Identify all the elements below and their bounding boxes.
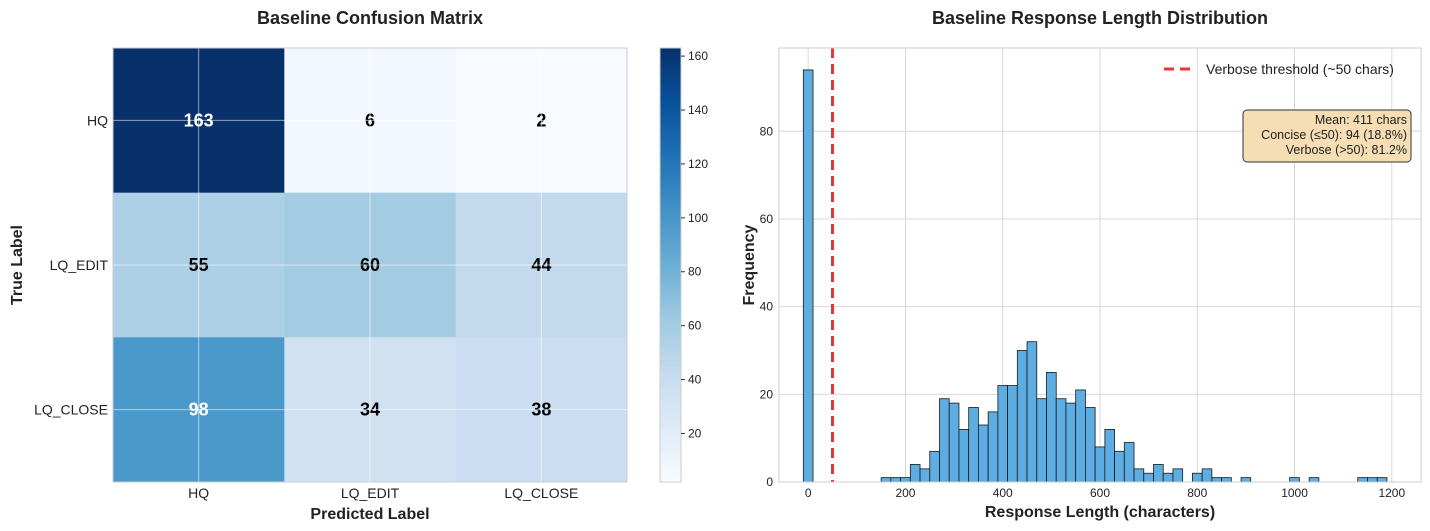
hist-bar [1308, 477, 1320, 483]
cm-title: Baseline Confusion Matrix [257, 8, 483, 28]
hist-x-tick-label: 1000 [1281, 486, 1308, 500]
cm-y-tick-label: LQ_EDIT [50, 257, 109, 273]
stats-box-bg [1242, 109, 1412, 163]
stats-verbose: Verbose (>50): 81.2% [1286, 143, 1407, 157]
cm-y-tick-label: HQ [87, 112, 108, 128]
cm-x-tick-label: HQ [188, 485, 209, 501]
colorbar-ticks: 20 40 60 80 100 120 140 160 [681, 49, 708, 440]
hist-y-tick-label: 20 [760, 387, 774, 401]
hist-frame [778, 47, 1422, 483]
hist-bar [919, 468, 931, 483]
hist-bar [1085, 407, 1096, 483]
colorbar-tick-label: 60 [688, 319, 702, 333]
hist-bar [890, 477, 901, 483]
cm-x-tick-label: LQ_EDIT [341, 485, 400, 501]
hist-y-tick-label: 0 [766, 475, 773, 489]
hist-bar [880, 477, 892, 483]
hist-bar [1026, 341, 1038, 483]
hist-x-tick-label: 200 [895, 486, 915, 500]
hist-x-tick-label: 800 [1187, 486, 1207, 500]
hist-bar [958, 428, 970, 483]
hist-x-tick-label: 600 [1090, 486, 1110, 500]
hist-bar [1075, 389, 1086, 483]
hist-bar [1065, 402, 1077, 483]
hist-bar [1201, 468, 1213, 483]
hist-bar [909, 464, 921, 483]
hist-bar [900, 477, 911, 483]
hist-bar [1133, 468, 1145, 483]
cm-x-tick-label: LQ_CLOSE [504, 485, 578, 501]
hist-bar [1367, 477, 1378, 483]
hist-y-tick-label: 40 [760, 300, 774, 314]
colorbar [659, 47, 682, 483]
colorbar-tick-label: 20 [688, 426, 702, 440]
legend-label: Verbose threshold (~50 chars) [1206, 61, 1394, 77]
cm-y-tick-label: LQ_CLOSE [34, 402, 108, 418]
hist-x-ticks: 0 200 400 600 800 1000 1200 [805, 486, 1406, 500]
hist-bar [1123, 442, 1135, 483]
hist-bar [1240, 477, 1252, 483]
hist-bar [1172, 468, 1184, 483]
cm-x-label: Predicted Label [310, 506, 429, 523]
hist-bar [802, 69, 814, 483]
hist-bar [1211, 477, 1222, 483]
cm-frame [112, 47, 628, 483]
hist-x-tick-label: 400 [993, 486, 1013, 500]
colorbar-tick-label: 120 [688, 157, 708, 171]
hist-bar [978, 424, 989, 483]
hist-bar [1114, 450, 1125, 483]
colorbar-tick-label: 160 [688, 49, 708, 63]
hist-y-tick-label: 60 [760, 212, 774, 226]
hist-bar [1055, 398, 1067, 483]
hist-bar [1221, 477, 1232, 483]
hist-bar [1094, 446, 1106, 483]
hist-bar [1162, 472, 1174, 483]
colorbar-tick-label: 80 [688, 265, 702, 279]
hist-y-label: Frequency [741, 224, 758, 305]
cm-x-ticks: HQ LQ_EDIT LQ_CLOSE [188, 485, 578, 501]
cm-grid [113, 48, 627, 482]
hist-bar [1007, 385, 1018, 483]
hist-x-tick-label: 0 [805, 486, 812, 500]
hist-bar [1289, 477, 1300, 483]
cm-y-ticks: HQ LQ_EDIT LQ_CLOSE [34, 112, 108, 417]
hist-bar [1192, 472, 1203, 483]
hist-x-tick-label: 1200 [1378, 486, 1405, 500]
hist-title: Baseline Response Length Distribution [932, 8, 1268, 28]
hist-bar [939, 398, 950, 483]
colorbar-tick-label: 140 [688, 103, 708, 117]
cm-y-label: True Label [9, 225, 26, 305]
hist-bar [929, 450, 940, 483]
colorbar-tick-label: 40 [688, 373, 702, 387]
hist-bar [1143, 472, 1154, 483]
hist-bar [1104, 428, 1115, 483]
stats-mean: Mean: 411 chars [1315, 113, 1407, 127]
hist-bar [987, 411, 999, 483]
hist-bar [997, 385, 1008, 483]
hist-bar [1153, 464, 1164, 483]
hist-bar [968, 407, 979, 483]
hist-bar [1016, 350, 1028, 483]
stats-concise: Concise (≤50): 94 (18.8%) [1261, 128, 1407, 142]
hist-bar [1376, 477, 1388, 483]
hist-bar [1036, 398, 1047, 483]
hist-bar [948, 402, 960, 483]
stats-box: Mean: 411 chars Concise (≤50): 94 (18.8%… [1242, 109, 1412, 163]
hist-bar [1046, 372, 1057, 483]
histogram-panel: Baseline Response Length Distribution 0 2… [741, 8, 1422, 521]
hist-bar [1357, 477, 1368, 483]
hist-y-ticks: 0 20 40 60 80 [760, 124, 774, 489]
colorbar-tick-label: 100 [688, 211, 708, 225]
hist-y-tick-label: 80 [760, 124, 774, 138]
hist-x-label: Response Length (characters) [985, 504, 1215, 521]
legend: Verbose threshold (~50 chars) [1164, 61, 1394, 77]
confusion-matrix-panel: Baseline Confusion Matrix 16362556044983… [9, 8, 708, 523]
